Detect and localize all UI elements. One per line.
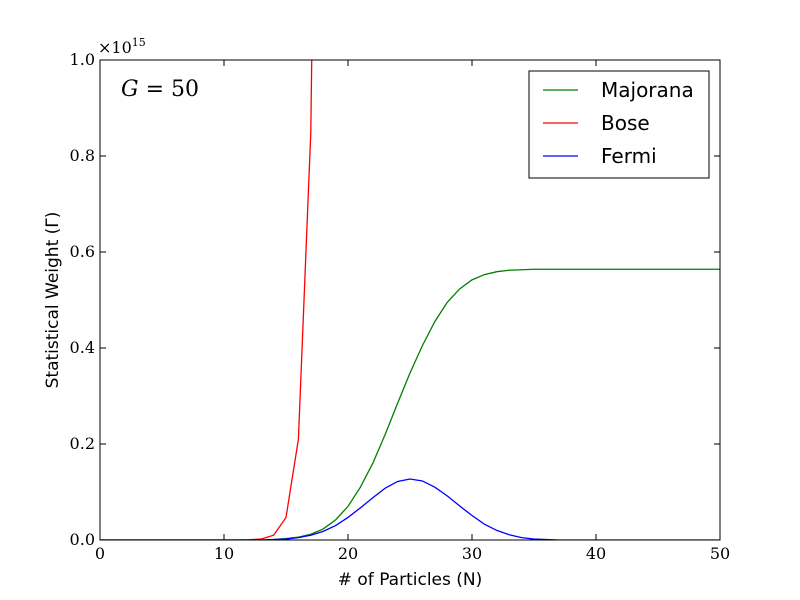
y-tick-label: 1.0	[70, 50, 95, 69]
y-offset-exponent: 15	[132, 36, 146, 49]
legend: Majorana Bose Fermi	[528, 70, 710, 179]
plot-frame	[99, 59, 721, 541]
series-line-majorana	[100, 268, 720, 540]
x-tick-label: 30	[462, 544, 482, 563]
y-offset-base: ×10	[98, 38, 132, 57]
series-line-bose	[100, 60, 313, 540]
legend-box	[528, 70, 710, 179]
y-offset-label: ×1015	[98, 36, 146, 57]
annotation-lhs: G	[121, 77, 139, 102]
annotation-g-equals-50: G = 50	[121, 77, 199, 102]
series-line-fermi	[100, 478, 720, 540]
series-layer	[100, 60, 720, 540]
legend-label-majorana: Majorana	[601, 78, 694, 102]
y-tick-label: 0.8	[70, 146, 95, 165]
x-tick-label: 20	[338, 544, 358, 563]
y-axis-label: Statistical Weight (Γ)	[43, 212, 63, 389]
y-tick-label: 0.4	[70, 338, 95, 357]
legend-label-bose: Bose	[601, 111, 650, 135]
y-tick-label: 0.0	[70, 530, 95, 549]
annotation-rhs: 50	[171, 77, 199, 102]
x-tick-label: 40	[586, 544, 606, 563]
legend-label-fermi: Fermi	[601, 144, 657, 168]
x-axis-label: # of Particles (N)	[338, 570, 483, 590]
annotation-eq: =	[139, 77, 171, 102]
x-tick-label: 50	[710, 544, 730, 563]
x-tick-label: 10	[214, 544, 234, 563]
y-tick-label: 0.2	[70, 434, 95, 453]
y-tick-label: 0.6	[70, 242, 95, 261]
x-tick-label: 0	[95, 544, 105, 563]
ticks-layer: 0 10 20 30 40 50 0.0 0.2 0.4 0.6 0.8 1.0	[70, 50, 731, 563]
